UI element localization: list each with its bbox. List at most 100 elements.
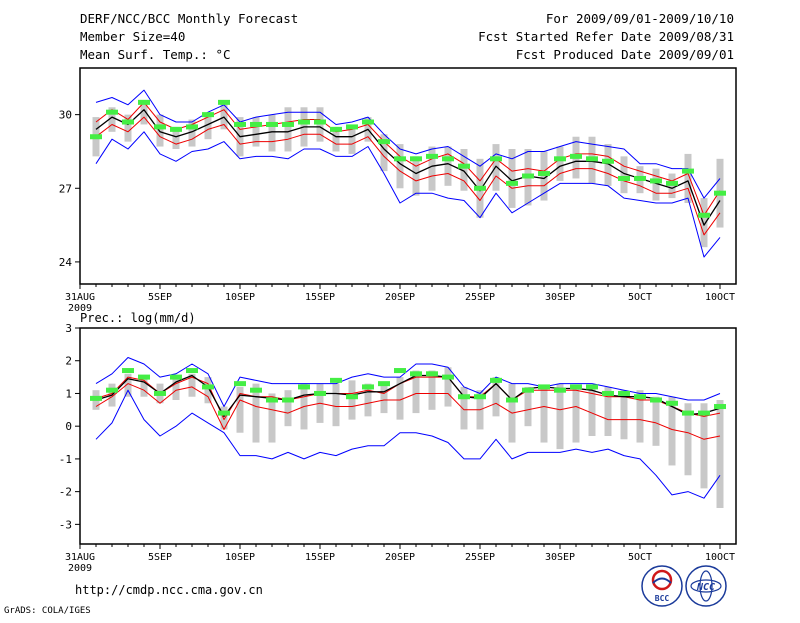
- observation-marker: [426, 153, 438, 159]
- mean-minus-spread-line: [95, 383, 721, 440]
- y-tick-label: 2: [65, 355, 72, 368]
- x-tick-label: 15SEP: [305, 552, 335, 563]
- observation-marker: [650, 178, 662, 184]
- ensemble-box: [492, 377, 500, 417]
- ensemble-box: [140, 377, 148, 397]
- observation-marker: [538, 171, 550, 177]
- observation-marker: [522, 387, 534, 393]
- observation-marker: [170, 374, 182, 380]
- observation-marker: [186, 124, 198, 130]
- ensemble-box: [604, 144, 612, 186]
- x-tick-label: 31AUG: [65, 292, 95, 303]
- ensemble-box: [588, 386, 596, 436]
- observation-marker: [698, 212, 710, 218]
- observation-marker: [202, 384, 214, 390]
- ensemble-box: [428, 146, 436, 191]
- ensemble-mean-line: [95, 374, 721, 418]
- footer-url[interactable]: http://cmdp.ncc.cma.gov.cn: [75, 583, 263, 597]
- max-member-line: [95, 357, 721, 407]
- ncc-logo-text: NCC: [696, 582, 715, 593]
- x-tick-label: 5OCT: [628, 292, 652, 303]
- observation-marker: [234, 381, 246, 387]
- ensemble-box: [172, 377, 180, 400]
- ensemble-box: [188, 119, 196, 147]
- x-tick-label: 20SEP: [385, 292, 415, 303]
- x-tick-label: 20SEP: [385, 552, 415, 563]
- observation-marker: [394, 156, 406, 162]
- observation-marker: [250, 121, 262, 127]
- observation-marker: [442, 374, 454, 380]
- ensemble-box: [444, 367, 452, 407]
- observation-marker: [474, 185, 486, 191]
- x-tick-label: 30SEP: [545, 552, 575, 563]
- ensemble-box: [716, 400, 724, 508]
- bcc-logo: BCC: [641, 565, 683, 607]
- ensemble-box: [700, 198, 708, 248]
- ensemble-box: [636, 390, 644, 443]
- mean-minus-spread-line: [95, 116, 721, 236]
- observation-marker: [442, 156, 454, 162]
- ensemble-box: [684, 403, 692, 476]
- ensemble-box: [572, 386, 580, 443]
- y-tick-label: -3: [59, 518, 72, 531]
- ensemble-box: [604, 386, 612, 436]
- ensemble-box: [380, 383, 388, 414]
- max-member-line: [95, 89, 721, 199]
- observation-marker: [362, 384, 374, 390]
- ensemble-box: [348, 380, 356, 420]
- ensemble-box: [556, 383, 564, 450]
- ensemble-box: [284, 107, 292, 152]
- grads-credit: GrADS: COLA/IGES: [4, 606, 91, 616]
- observation-marker: [554, 387, 566, 393]
- observation-marker: [458, 394, 470, 400]
- observation-marker: [602, 158, 614, 164]
- ensemble-box: [236, 386, 244, 433]
- observation-marker: [218, 410, 230, 416]
- observation-marker: [250, 387, 262, 393]
- observation-marker: [682, 168, 694, 174]
- observation-marker: [586, 384, 598, 390]
- ensemble-box: [652, 168, 660, 201]
- observation-marker: [458, 163, 470, 169]
- observation-marker: [666, 180, 678, 186]
- plot-frame: [79, 327, 737, 545]
- precip-panel-title: Prec.: log(mm/d): [80, 311, 196, 325]
- observation-marker: [218, 99, 230, 105]
- observation-marker: [682, 410, 694, 416]
- ensemble-box: [172, 126, 180, 149]
- observation-marker: [154, 124, 166, 130]
- observation-marker: [490, 377, 502, 383]
- ensemble-box: [412, 156, 420, 196]
- observation-marker: [618, 390, 630, 396]
- observation-marker: [186, 368, 198, 374]
- ensemble-box: [332, 126, 340, 152]
- min-member-line: [95, 389, 721, 499]
- ensemble-box: [268, 393, 276, 443]
- observation-marker: [506, 397, 518, 403]
- observation-marker: [266, 397, 278, 403]
- observation-marker: [122, 119, 134, 125]
- observation-marker: [106, 109, 118, 115]
- observation-marker: [506, 180, 518, 186]
- observation-marker: [314, 119, 326, 125]
- observation-marker: [282, 121, 294, 127]
- ensemble-box: [652, 396, 660, 446]
- observation-marker: [234, 121, 246, 127]
- ensemble-box: [460, 149, 468, 191]
- x-tick-label: 25SEP: [465, 292, 495, 303]
- ensemble-box: [220, 102, 228, 130]
- produced-date: Fcst Produced Date 2009/09/01: [516, 47, 734, 62]
- ensemble-box: [124, 373, 132, 397]
- observation-marker: [474, 394, 486, 400]
- y-tick-label: 1: [65, 387, 72, 400]
- observation-marker: [634, 394, 646, 400]
- observation-marker: [346, 124, 358, 130]
- observation-marker: [298, 384, 310, 390]
- ensemble-box: [188, 373, 196, 397]
- x-tick-label: 30SEP: [545, 292, 575, 303]
- observation-marker: [122, 368, 134, 374]
- x-tick-label: 25SEP: [465, 552, 495, 563]
- x-tick-label: 31AUG: [65, 552, 95, 563]
- observation-marker: [90, 134, 102, 140]
